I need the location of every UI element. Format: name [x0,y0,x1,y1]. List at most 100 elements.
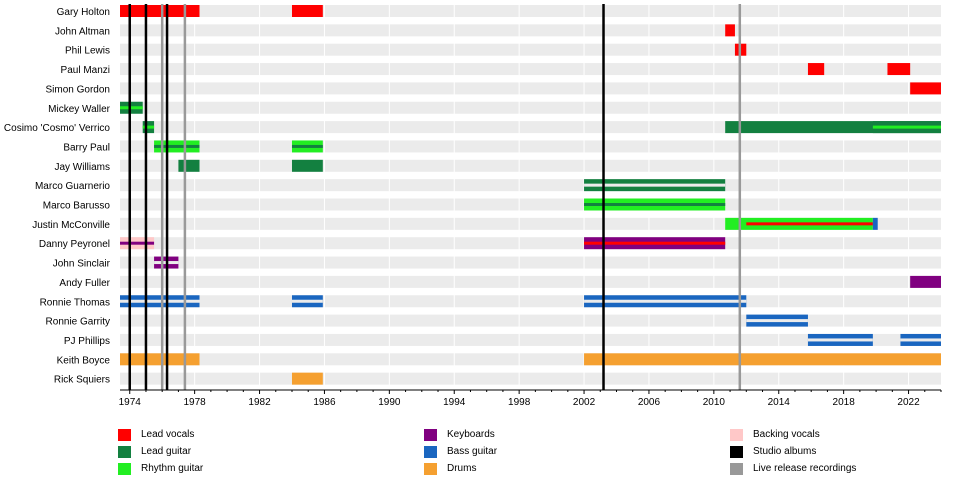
legend-swatch [424,445,437,458]
member-bar [910,82,941,95]
row-background [120,333,941,346]
member-label: Gary Holton [57,7,110,18]
member-bar-inner-role [746,222,873,226]
legend-column-2: Keyboards Bass guitar Drums [424,426,497,477]
member-label: Barry Paul [63,142,110,153]
legend-label: Drums [447,463,477,474]
row-background [120,43,941,56]
member-bar-secondary-role [872,125,941,129]
legend-label: Live release recordings [753,463,857,474]
x-tick-label: 1986 [313,397,336,408]
member-label: John Altman [55,26,110,37]
member-bar-split [746,319,808,323]
member-bar [725,24,735,37]
member-label: Keith Boyce [57,355,111,366]
member-bar [178,159,200,172]
x-tick-label: 2002 [573,397,596,408]
row-background [120,372,941,385]
legend-item: Live release recordings [730,460,856,477]
x-tick-label: 1974 [119,397,142,408]
row-background [120,198,941,211]
x-tick-label: 2006 [638,397,661,408]
row-background [120,179,941,192]
member-bar-secondary-role [120,241,155,245]
legend-item: Lead vocals [118,426,203,443]
row-background [120,5,941,17]
member-bar [291,5,323,17]
member-label: Marco Barusso [43,201,111,212]
legend-item: Rhythm guitar [118,460,203,477]
row-background [120,82,941,95]
member-bar-split [584,183,726,187]
member-bar-secondary-role [291,144,323,148]
row-background [120,237,941,250]
band-timeline-chart: Gary Holton John Altman Phil Lewis Paul Man… [4,4,942,408]
row-background [120,256,941,269]
legend-label: Bass guitar [447,446,498,457]
member-bar-split [807,338,873,342]
member-bar [807,63,825,76]
legend-label: Backing vocals [753,429,820,440]
member-label: Phil Lewis [65,46,110,57]
legend-swatch [424,462,437,475]
legend-item: Lead guitar [118,443,203,460]
member-label: Ronnie Garrity [46,317,110,328]
legend-label: Studio albums [753,446,817,457]
x-tick-label: 1978 [184,397,207,408]
row-background [120,314,941,327]
legend-swatch [730,462,743,475]
member-bar-split [584,299,747,303]
legend-swatch [118,428,131,441]
member-bar [584,353,941,366]
member-bar-split [900,338,941,342]
member-label: Paul Manzi [61,65,110,76]
member-label: Andy Fuller [59,278,110,289]
x-tick-label: 1994 [443,397,466,408]
legend-label: Lead vocals [141,429,195,440]
member-bar-secondary-role [142,125,155,129]
member-bar [887,63,911,76]
member-bar [291,159,323,172]
legend-item: Drums [424,460,497,477]
row-background [120,159,941,172]
member-label: Simon Gordon [46,84,110,95]
member-bar-secondary-role [154,144,200,148]
legend-label: Rhythm guitar [141,463,204,474]
x-tick-label: 1990 [378,397,401,408]
member-label: Cosimo 'Cosmo' Verrico [4,123,111,134]
row-background [120,275,941,288]
legend-swatch [730,428,743,441]
member-bar [872,217,878,230]
legend-swatch [730,445,743,458]
legend-item: Keyboards [424,426,497,443]
row-background [120,63,941,76]
member-label: Rick Squiers [54,375,110,386]
legend-swatch [118,445,131,458]
x-tick-label: 2014 [768,397,791,408]
member-label: Marco Guarnerio [35,181,110,192]
x-tick-label: 2010 [703,397,726,408]
member-label: Danny Peyronel [39,239,110,250]
member-bar [291,372,323,385]
member-bar [120,353,200,366]
member-label: Justin McConville [32,220,110,231]
row-background [120,295,941,308]
member-bar-split [120,299,200,303]
x-tick-label: 2018 [833,397,856,408]
x-tick-label: 1998 [508,397,531,408]
legend-label: Keyboards [447,429,495,440]
row-background [120,140,941,153]
x-tick-label: 2022 [897,397,920,408]
x-tick-label: 1982 [248,397,271,408]
legend-item: Studio albums [730,443,856,460]
legend-label: Lead guitar [141,446,192,457]
row-background [120,24,941,37]
member-label: Ronnie Thomas [40,297,110,308]
legend-swatch [118,462,131,475]
member-bar-secondary-role [584,203,726,206]
row-background [120,101,941,114]
member-label: Mickey Waller [48,104,111,115]
member-label: Jay Williams [54,162,110,173]
legend-column-3: Backing vocals Studio albums Live releas… [730,426,856,477]
member-label: PJ Phillips [64,336,110,347]
